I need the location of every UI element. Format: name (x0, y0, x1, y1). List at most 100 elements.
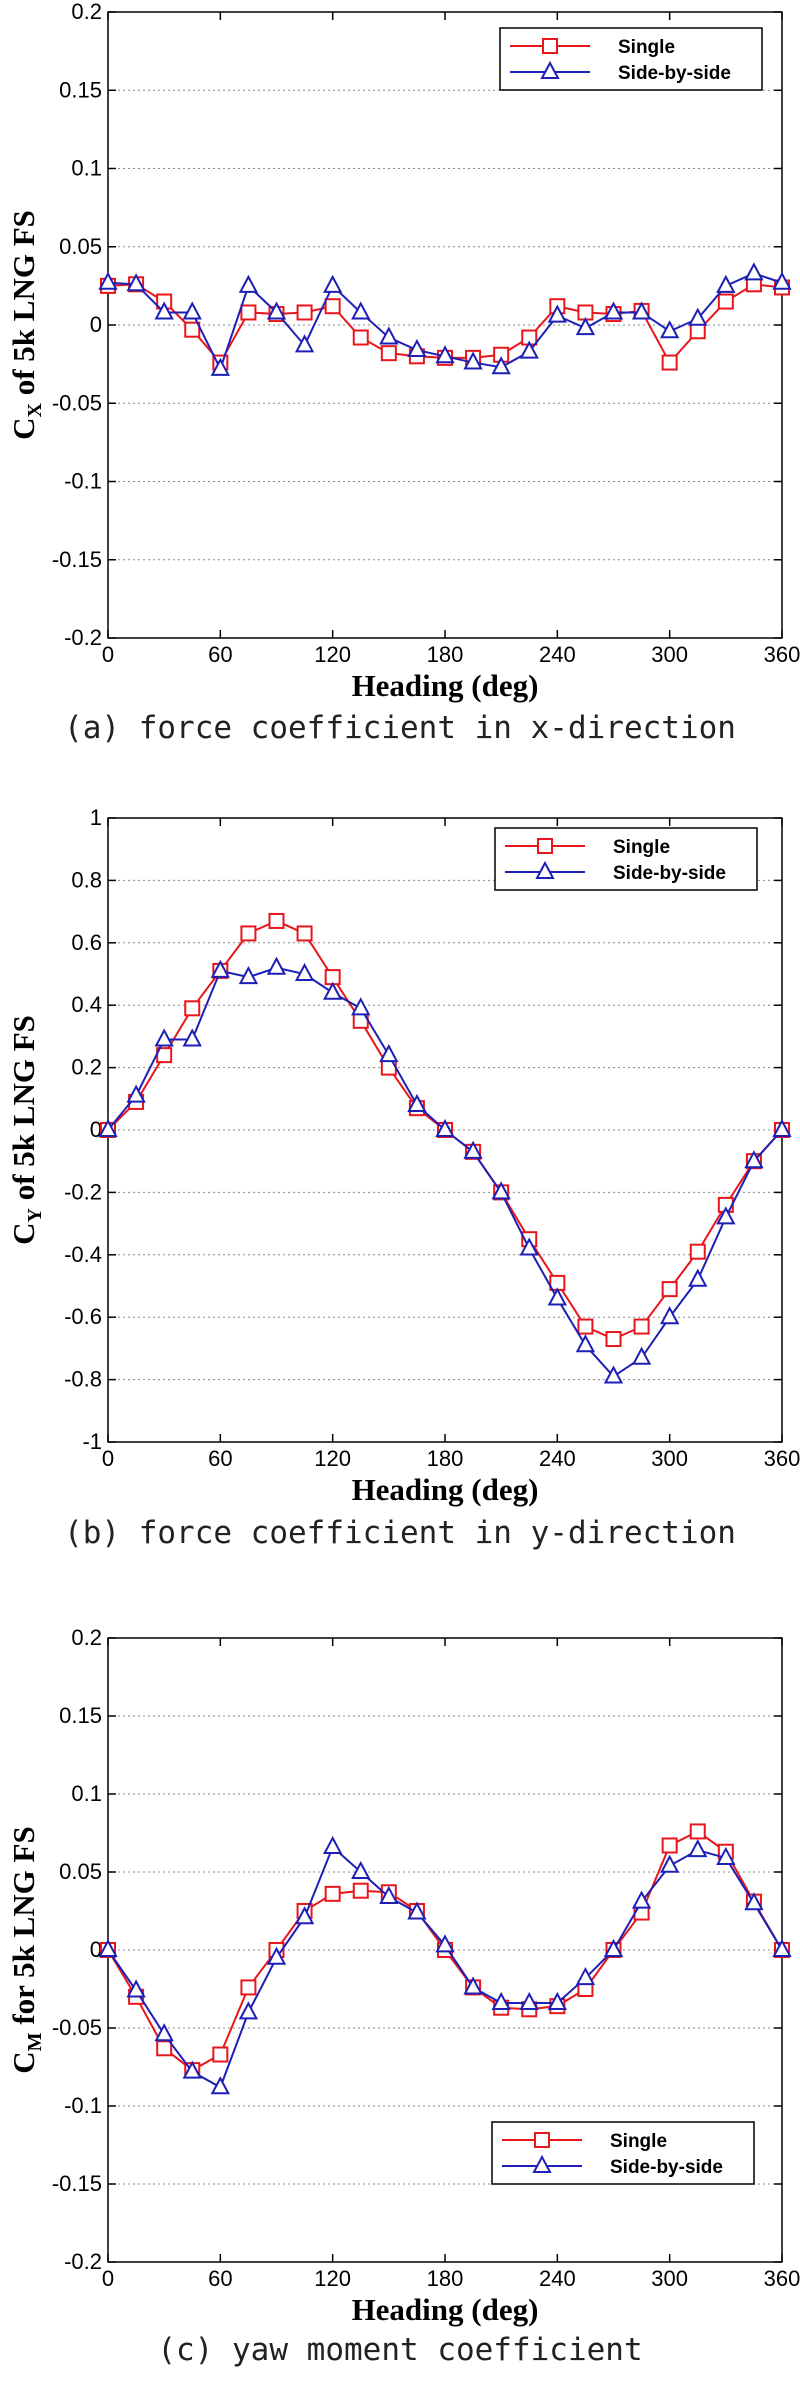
chart-b-data-point (577, 1318, 594, 1335)
chart-b-data-point (322, 981, 343, 1000)
chart-b-data-point (294, 962, 315, 981)
chart-a-data-point (294, 334, 315, 353)
chart-c-ytick-label: -0.05 (52, 2015, 102, 2040)
chart-a-legend (499, 27, 763, 91)
chart-a-x-axis-label: Heading (deg) (352, 668, 539, 703)
chart-b-data-point (688, 1268, 708, 1287)
chart-b-y-axis-label: CY of 5k LNG FS (6, 1015, 46, 1245)
chart-c-xtick-label: 180 (427, 2266, 464, 2291)
chart-panel-a: -0.2 -0.15 -0.1 -0.05 0 0.05 0.1 0.15 0.2 0 60 120 1… (0, 0, 800, 780)
chart-c-svg: -0.2 -0.15 -0.1 -0.05 0 0.05 0.1 0.15 0.2 0 60 120 1… (6, 1625, 800, 2327)
chart-b-data-point (744, 1150, 764, 1169)
chart-a-xtick-label: 300 (651, 642, 688, 667)
chart-b-data-point (772, 1118, 792, 1137)
chart-a-data-point (182, 301, 202, 320)
chart-b-xtick-label: 0 (102, 1446, 114, 1471)
chart-a-data-point (491, 356, 511, 375)
chart-a-data-point (547, 304, 567, 323)
chart-c-data-point (210, 2076, 230, 2095)
chart-a-y-axis-label: CX of 5k LNG FS (6, 210, 46, 440)
chart-a-data-point (660, 320, 680, 339)
chart-c-data-point (379, 1885, 399, 1904)
chart-panel-b: -1 -0.8 -0.6 -0.4 -0.2 0 0.2 0.4 0.6 0.8 1 0 60 120 18… (0, 780, 800, 1592)
chart-b-ytick-label: 1 (90, 805, 102, 830)
chart-c-data-point (631, 1890, 652, 1909)
chart-b-xtick-label: 120 (314, 1446, 351, 1471)
chart-c-data-point (660, 1854, 680, 1873)
chart-a-data-point (266, 301, 287, 320)
chart-c-data-point (491, 1991, 511, 2011)
chart-c-xtick-label: 300 (651, 2266, 688, 2291)
chart-b-data-point (547, 1287, 567, 1306)
chart-c-ytick-label: 0 (90, 1937, 102, 1962)
chart-b-ytick-label: 0.4 (71, 992, 102, 1017)
chart-b-data-point (379, 1043, 399, 1063)
chart-a-data-point (238, 274, 259, 293)
chart-b-data-point (351, 997, 371, 1016)
chart-a-data-point (351, 301, 371, 320)
chart-c-data-point (519, 1991, 539, 2011)
chart-a-data-point (575, 317, 596, 336)
chart-a-ytick-label: 0.05 (59, 234, 102, 259)
chart-b-legend-marker (535, 860, 555, 879)
chart-b-ytick-label: -0.8 (64, 1367, 102, 1392)
chart-b-data-point (98, 1118, 118, 1137)
chart-c-legend-marker (534, 2132, 550, 2148)
chart-b-legend-label: Single (613, 837, 670, 858)
chart-c-data-point (351, 1860, 371, 1879)
chart-a-data-point (126, 273, 146, 292)
chart-b-data-point (126, 1084, 146, 1103)
chart-c-data-point (716, 1846, 736, 1865)
chart-a-ytick-label: -0.2 (64, 625, 102, 650)
chart-b-svg: -1 -0.8 -0.6 -0.4 -0.2 0 0.2 0.4 0.6 0.8 1 0 60 120 18… (6, 805, 800, 1507)
chart-b-ytick-label: 0.6 (71, 930, 102, 955)
chart-b-ytick-label: 0.2 (71, 1055, 102, 1080)
chart-b-data-point (210, 959, 230, 978)
chart-a-data-point (379, 326, 399, 345)
chart-c-ytick-label: -0.1 (64, 2093, 102, 2118)
chart-a-xtick-label: 0 (102, 642, 114, 667)
chart-b-data-point (689, 1243, 706, 1260)
chart-c-y-axis-label: CM for 5k LNG FS (6, 1826, 46, 2073)
chart-c-xtick-label: 60 (208, 2266, 232, 2291)
chart-b-data-point (491, 1181, 511, 1200)
chart-a-data-point (435, 345, 455, 364)
chart-b-data-point (407, 1093, 427, 1113)
chart-a-xtick-label: 240 (539, 642, 576, 667)
chart-b-data-point (463, 1140, 483, 1159)
chart-c-data-point (156, 2040, 173, 2057)
chart-c-xtick-label: 240 (539, 2266, 576, 2291)
chart-c-data-point (661, 1837, 678, 1854)
chart-a-data-point (603, 301, 624, 320)
chart-c-xtick-label: 360 (764, 2266, 800, 2291)
chart-b-ytick-label: -0.2 (64, 1179, 102, 1204)
chart-b-data-point (575, 1334, 596, 1353)
chart-a-data-point (154, 301, 174, 320)
chart-b-data-point (296, 925, 313, 942)
chart-b-xtick-label: 300 (651, 1446, 688, 1471)
chart-b-data-point (519, 1237, 539, 1256)
chart-a-xtick-label: 60 (208, 642, 232, 667)
chart-c-ytick-label: -0.2 (64, 2249, 102, 2274)
chart-a-svg: -0.2 -0.15 -0.1 -0.05 0 0.05 0.1 0.15 0.2 0 60 120 1… (6, 0, 800, 703)
chart-a-xtick-label: 360 (764, 642, 800, 667)
chart-c-data-point (744, 1892, 764, 1911)
chart-b-series-line-side-by-side (107, 966, 783, 1378)
chart-c-legend-label: Side-by-side (610, 2157, 723, 2178)
chart-a-data-point (716, 274, 736, 293)
chart-a-data-point (240, 304, 257, 321)
chart-a-caption: (a) force coefficient in x-direction (64, 710, 736, 746)
chart-a-xtick-label: 180 (427, 642, 464, 667)
chart-a-data-point (98, 271, 118, 290)
chart-c-data-point (294, 1906, 315, 1925)
chart-c-data-point (688, 1839, 708, 1858)
chart-b-ytick-label: 0 (90, 1117, 102, 1142)
chart-a-data-point (210, 357, 230, 376)
chart-c-data-point (154, 2023, 174, 2042)
chart-b-legend-label: Side-by-side (613, 863, 726, 884)
chart-c-legend-marker (532, 2154, 552, 2173)
chart-a-legend-label: Side-by-side (618, 63, 731, 84)
chart-a-data-point (688, 307, 708, 326)
chart-b-data-point (240, 925, 257, 942)
chart-b-data-point (154, 1028, 174, 1047)
